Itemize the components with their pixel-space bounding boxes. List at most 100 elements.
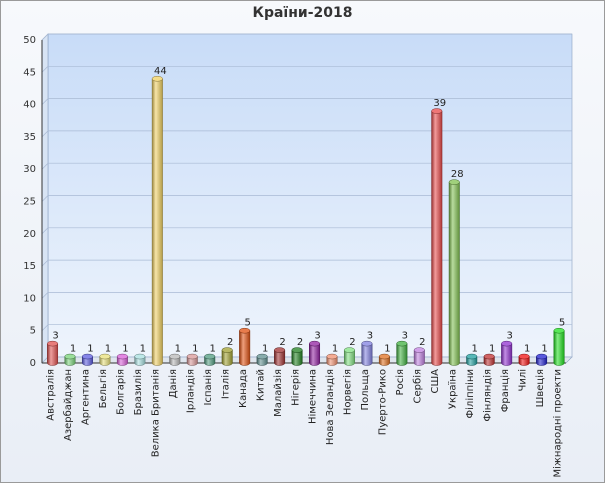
y-tick-label: 50 — [23, 35, 36, 46]
data-label: 1 — [210, 344, 216, 355]
bar — [361, 343, 373, 366]
gridline-side — [41, 259, 49, 267]
gridline-side — [41, 162, 49, 170]
bar — [309, 343, 321, 366]
x-tick-label: Малайзія — [272, 369, 284, 417]
bar — [221, 349, 233, 366]
data-label: 44 — [154, 66, 167, 77]
data-label: 3 — [314, 331, 320, 342]
bar-cap — [239, 327, 251, 334]
bar-cap — [343, 347, 355, 353]
x-tick-label: Ірландія — [184, 369, 196, 413]
bar-cap — [274, 347, 286, 353]
data-label: 39 — [433, 98, 446, 109]
data-label: 1 — [192, 344, 198, 355]
x-tick-label: Франція — [499, 369, 511, 412]
data-label: 2 — [419, 337, 425, 348]
y-tick-label: 0 — [30, 358, 36, 369]
y-tick-label: 20 — [23, 229, 36, 240]
data-label: 1 — [489, 344, 495, 355]
bar — [448, 181, 460, 366]
data-label: 28 — [451, 169, 464, 180]
bar — [151, 78, 163, 366]
bar — [239, 330, 251, 366]
x-tick-label: Бельгія — [97, 369, 109, 408]
data-label: 1 — [105, 344, 111, 355]
y-tick-label: 35 — [23, 132, 36, 143]
x-tick-label: Іспанія — [202, 369, 214, 405]
bar-cap — [291, 347, 303, 353]
bar — [343, 349, 355, 366]
bar — [47, 343, 59, 366]
x-tick-label: Сербія — [412, 369, 424, 403]
data-label: 2 — [297, 337, 303, 348]
y-tick-label: 30 — [23, 164, 36, 175]
bar-cap — [466, 353, 478, 360]
gridline-side — [41, 33, 49, 41]
bar-cap — [116, 353, 128, 360]
data-label: 1 — [140, 344, 146, 355]
gridline-side — [41, 356, 49, 364]
x-tick-label: Азербайджан — [63, 369, 74, 441]
bar-cap — [151, 76, 163, 82]
bar-cap — [378, 353, 390, 360]
x-tick-label: Швеція — [534, 369, 546, 407]
x-tick-label: Філіппіни — [464, 369, 476, 418]
data-label: 3 — [402, 331, 408, 342]
x-tick-label: Данія — [167, 369, 179, 398]
y-tick-label: 25 — [23, 197, 36, 208]
bar — [413, 349, 425, 366]
x-tick-label: Болгарія — [115, 369, 127, 415]
bar-cap — [431, 108, 443, 114]
bar-cap — [536, 353, 548, 360]
x-tick-label: Велика Британія — [150, 369, 162, 457]
data-label: 5 — [244, 318, 250, 329]
bar-cap — [256, 353, 268, 360]
data-label: 2 — [349, 337, 355, 348]
y-tick-label: 45 — [23, 67, 36, 78]
data-label: 1 — [541, 344, 547, 355]
bar-cap — [81, 353, 93, 360]
x-tick-label: Бразилія — [132, 369, 144, 415]
bar-cap — [518, 353, 530, 360]
data-label: 1 — [472, 344, 478, 355]
data-label: 2 — [279, 337, 285, 348]
data-label: 1 — [175, 344, 181, 355]
bar-cap — [501, 340, 513, 347]
gridline-side — [41, 227, 49, 235]
x-tick-label: Пуерто-Рико — [378, 369, 389, 435]
data-label: 1 — [332, 344, 338, 355]
x-tick-label: Австралія — [45, 369, 57, 421]
y-tick-label: 15 — [23, 261, 36, 272]
bar-cap — [309, 340, 321, 347]
bar-cap — [99, 353, 111, 360]
bar — [274, 349, 286, 366]
data-label: 1 — [87, 344, 93, 355]
x-tick-label: Росія — [394, 369, 406, 395]
x-tick-label: Фінляндія — [481, 369, 493, 422]
bar-cap — [47, 340, 59, 347]
x-tick-label: Китай — [255, 369, 266, 401]
bar — [396, 343, 408, 366]
data-label: 1 — [70, 344, 76, 355]
bar-cap — [553, 327, 565, 334]
x-tick-label: Україна — [447, 369, 458, 409]
bar-cap — [448, 179, 460, 185]
bar-cap — [64, 353, 76, 360]
gridline-side — [41, 292, 49, 299]
bar-cap — [186, 353, 198, 360]
x-tick-label: США — [430, 369, 441, 394]
bar — [501, 343, 513, 366]
data-label: 2 — [227, 337, 233, 348]
data-label: 3 — [367, 331, 373, 342]
x-tick-label: Канада — [238, 369, 249, 408]
y-tick-label: 10 — [23, 293, 36, 304]
x-tick-label: Польща — [360, 369, 371, 410]
bar-cap — [221, 347, 233, 353]
bar-cap — [169, 353, 181, 360]
gridline-side — [41, 130, 49, 138]
x-tick-label: Міжнародні проекти — [551, 369, 563, 477]
data-label: 3 — [52, 331, 58, 342]
bar-cap — [361, 340, 373, 347]
